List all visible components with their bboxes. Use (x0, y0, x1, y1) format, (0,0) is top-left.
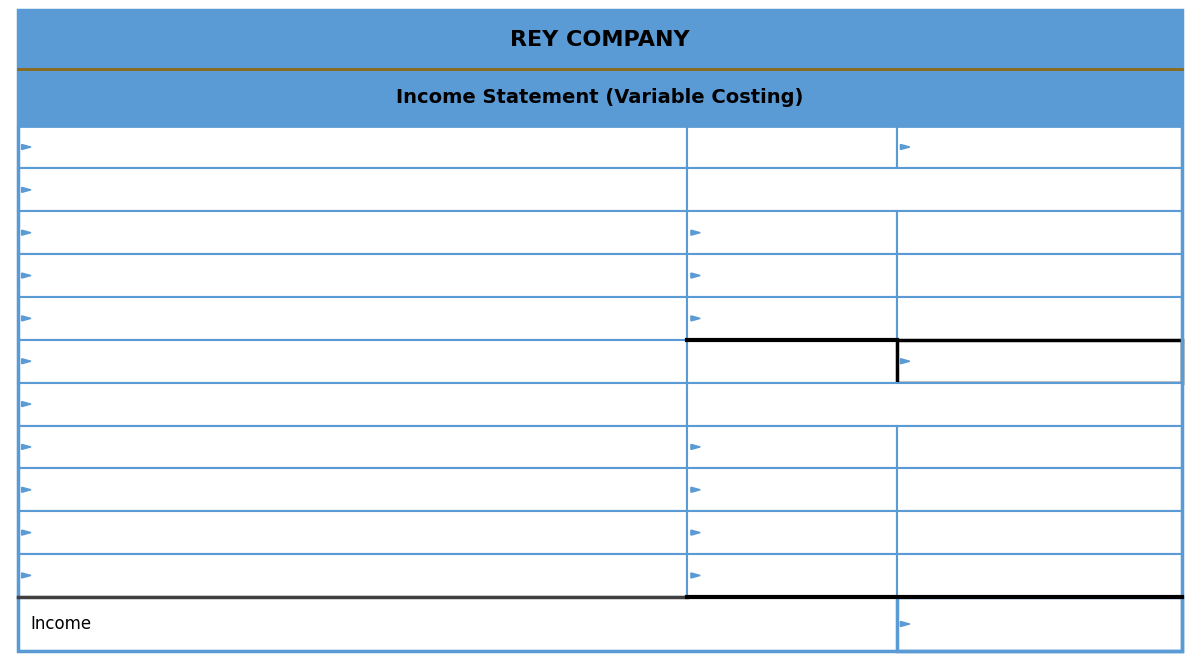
FancyArrow shape (691, 573, 701, 578)
FancyArrow shape (691, 316, 701, 321)
FancyArrow shape (900, 145, 910, 149)
Bar (18, 597, 896, 651)
FancyArrow shape (691, 487, 701, 492)
FancyArrow shape (22, 445, 31, 449)
Bar (18, 469, 688, 511)
Bar (18, 426, 688, 469)
Bar (18, 383, 688, 426)
Bar (18, 511, 688, 554)
Bar (688, 169, 1182, 212)
Bar (18, 10, 1182, 69)
Bar (896, 426, 1182, 469)
FancyArrow shape (22, 402, 31, 407)
Bar (688, 554, 896, 597)
FancyArrow shape (22, 359, 31, 364)
Bar (18, 169, 688, 212)
Bar (688, 383, 1182, 426)
Bar (18, 297, 688, 340)
Bar (688, 126, 896, 169)
Bar (896, 212, 1182, 254)
Bar (18, 554, 688, 597)
Bar (18, 126, 688, 169)
FancyArrow shape (900, 359, 910, 364)
FancyArrow shape (22, 530, 31, 535)
Bar (688, 469, 896, 511)
FancyArrow shape (22, 230, 31, 235)
FancyArrow shape (22, 273, 31, 278)
Bar (688, 340, 896, 383)
Bar (896, 469, 1182, 511)
Bar (18, 69, 1182, 126)
FancyArrow shape (691, 230, 701, 235)
Bar (896, 126, 1182, 169)
FancyArrow shape (691, 530, 701, 535)
Bar (896, 340, 1182, 383)
FancyArrow shape (22, 316, 31, 321)
Bar (18, 340, 688, 383)
FancyArrow shape (22, 573, 31, 578)
FancyArrow shape (691, 445, 701, 449)
Bar (896, 554, 1182, 597)
FancyArrow shape (22, 487, 31, 492)
Bar (896, 254, 1182, 297)
Bar (896, 297, 1182, 340)
Text: Income Statement (Variable Costing): Income Statement (Variable Costing) (396, 88, 804, 107)
Bar (688, 297, 896, 340)
Bar (688, 511, 896, 554)
FancyArrow shape (691, 273, 701, 278)
FancyArrow shape (22, 145, 31, 149)
Bar (688, 212, 896, 254)
Bar (18, 254, 688, 297)
FancyArrow shape (900, 621, 910, 627)
Text: Income: Income (30, 615, 91, 633)
Text: REY COMPANY: REY COMPANY (510, 30, 690, 50)
Bar (688, 254, 896, 297)
Bar (896, 597, 1182, 651)
Bar (18, 212, 688, 254)
FancyArrow shape (22, 188, 31, 192)
Bar (896, 511, 1182, 554)
Bar (688, 426, 896, 469)
